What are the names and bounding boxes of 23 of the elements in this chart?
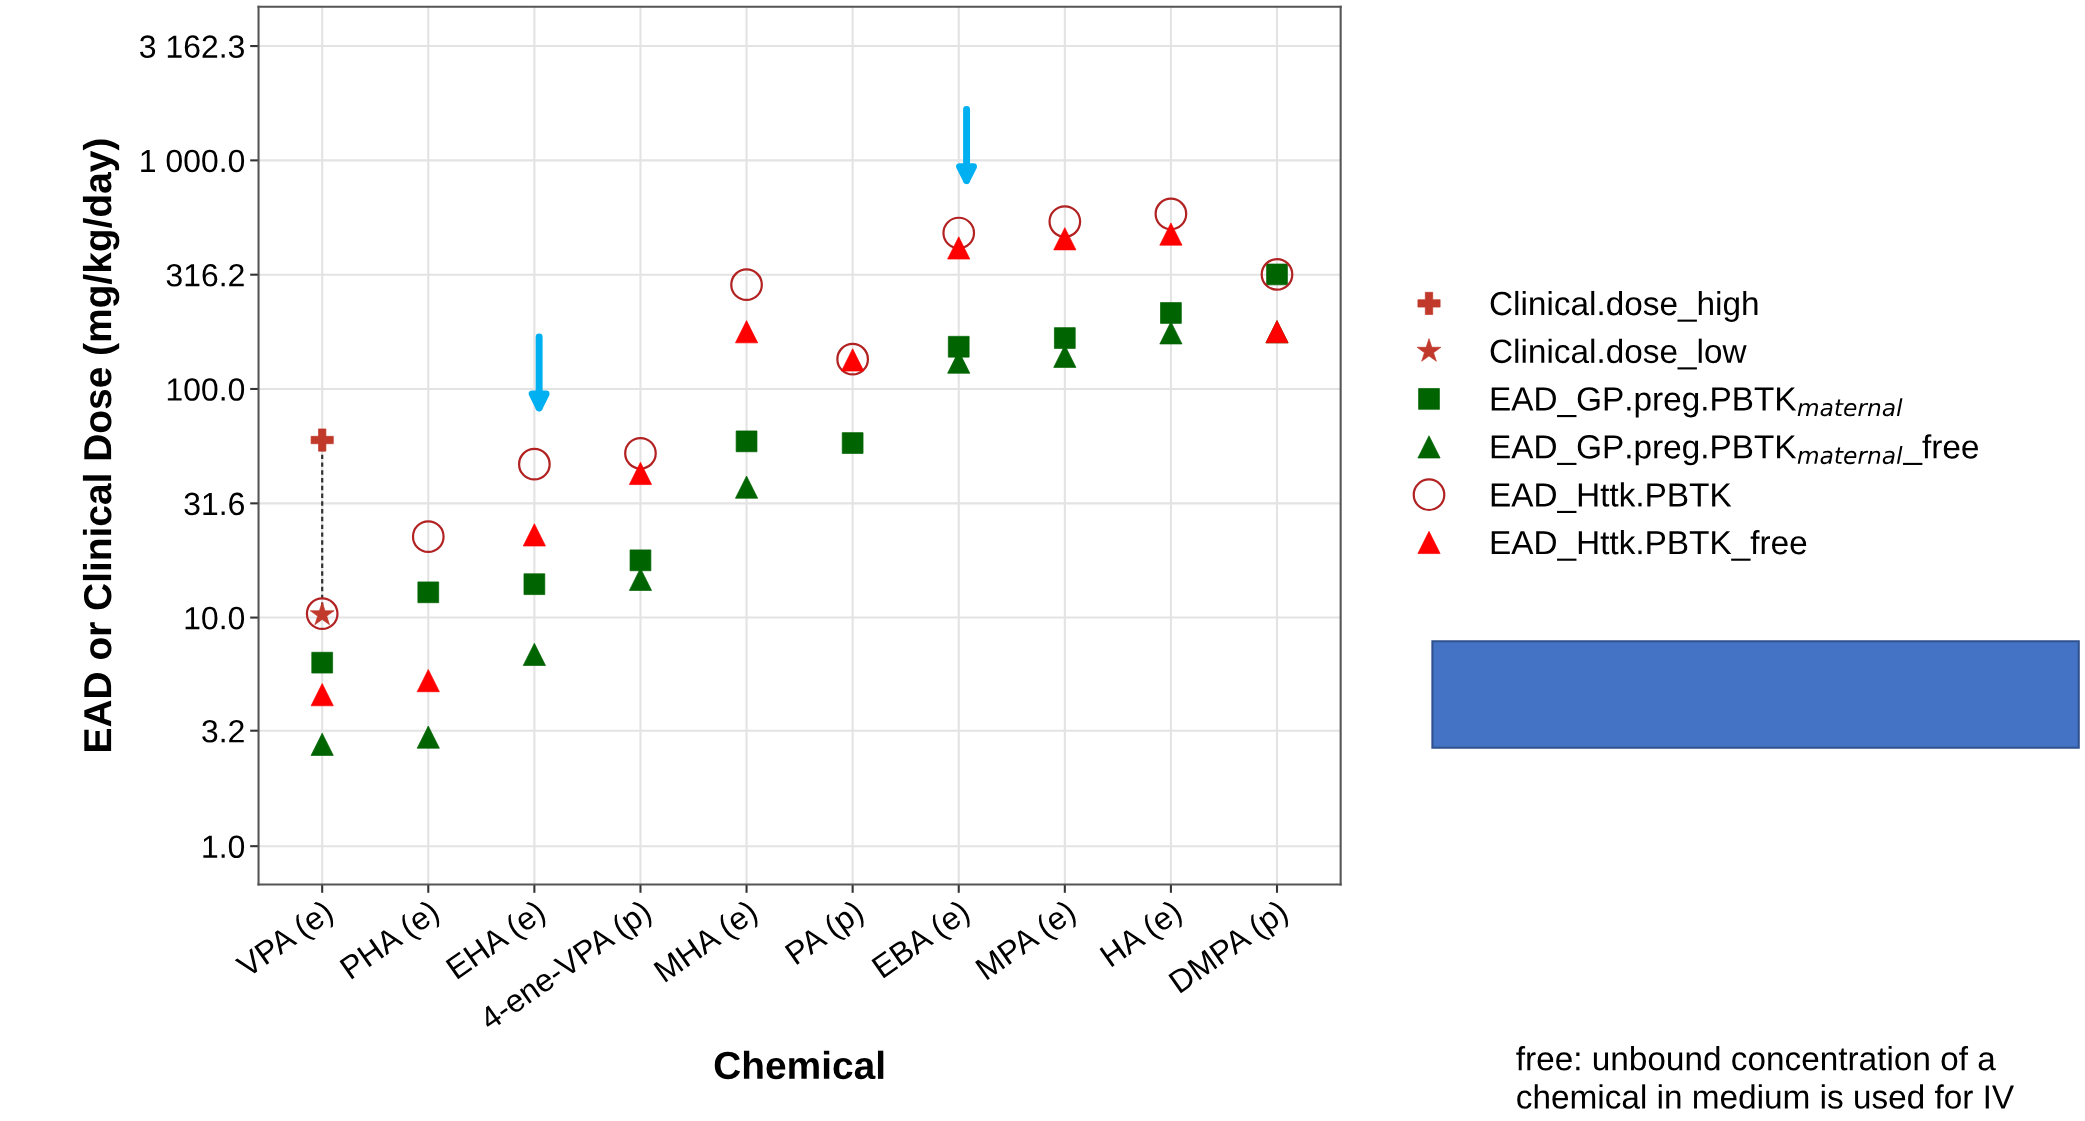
y-tick-label: 3.2 [202,719,244,743]
y-tick-label: 100.0 [167,378,245,401]
x-tick-label: EBA (e) [870,898,975,984]
y-tick-label: 1 000.0 [141,149,245,173]
legend-label: EAD_Httk.PBTK [1491,482,1732,514]
y-tick-label: 31.6 [184,492,244,516]
text: free: unbound concentration of a chemical in medium is used for IV [1516,1046,2014,1109]
x-tick-label: MHA (e) [652,898,762,988]
x-tick-label: PHA (e) [338,898,444,985]
y-tick-label: 316.2 [166,263,244,287]
legend-label: Clinical.dose_low [1490,338,1747,370]
legend-label: EAD_GP.preg.PBTK$_{maternal}$ [1491,387,1903,418]
x-tick-label: PA (p) [784,898,869,971]
y-axis-title: EAD or Clinical Dose (mg/kg/day) [82,139,120,751]
legend-label: EAD_Httk.PBTK_free [1491,529,1807,561]
legend-label: Clinical.dose_high [1490,290,1758,322]
y-tick-label: 10.0 [185,606,245,630]
legend-label: EAD_GP.preg.PBTK$_{maternal}$_free [1491,434,1978,466]
x-tick-label: MPA (e) [974,898,1081,986]
x-tick-label: VPA (e) [234,898,338,984]
y-tick-label: 3 162.3 [139,35,244,58]
y-tick-label: 1.0 [203,835,245,859]
x-axis-title: Chemical [714,1050,884,1080]
